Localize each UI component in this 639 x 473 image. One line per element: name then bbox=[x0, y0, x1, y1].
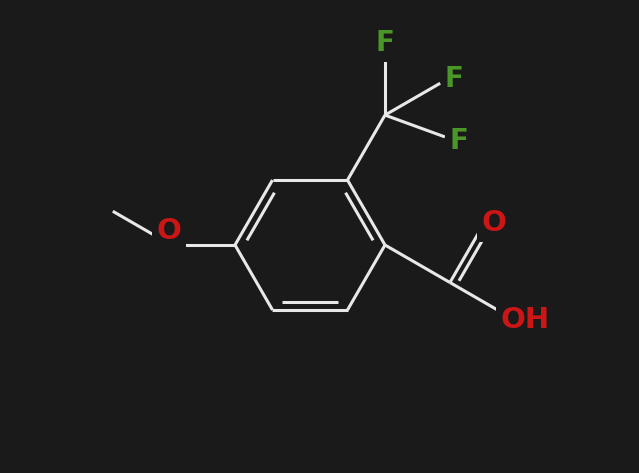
Text: OH: OH bbox=[500, 307, 550, 334]
Text: F: F bbox=[376, 29, 394, 57]
Text: F: F bbox=[445, 65, 464, 93]
Text: O: O bbox=[157, 217, 181, 245]
Text: F: F bbox=[449, 127, 468, 155]
Text: O: O bbox=[481, 209, 506, 237]
